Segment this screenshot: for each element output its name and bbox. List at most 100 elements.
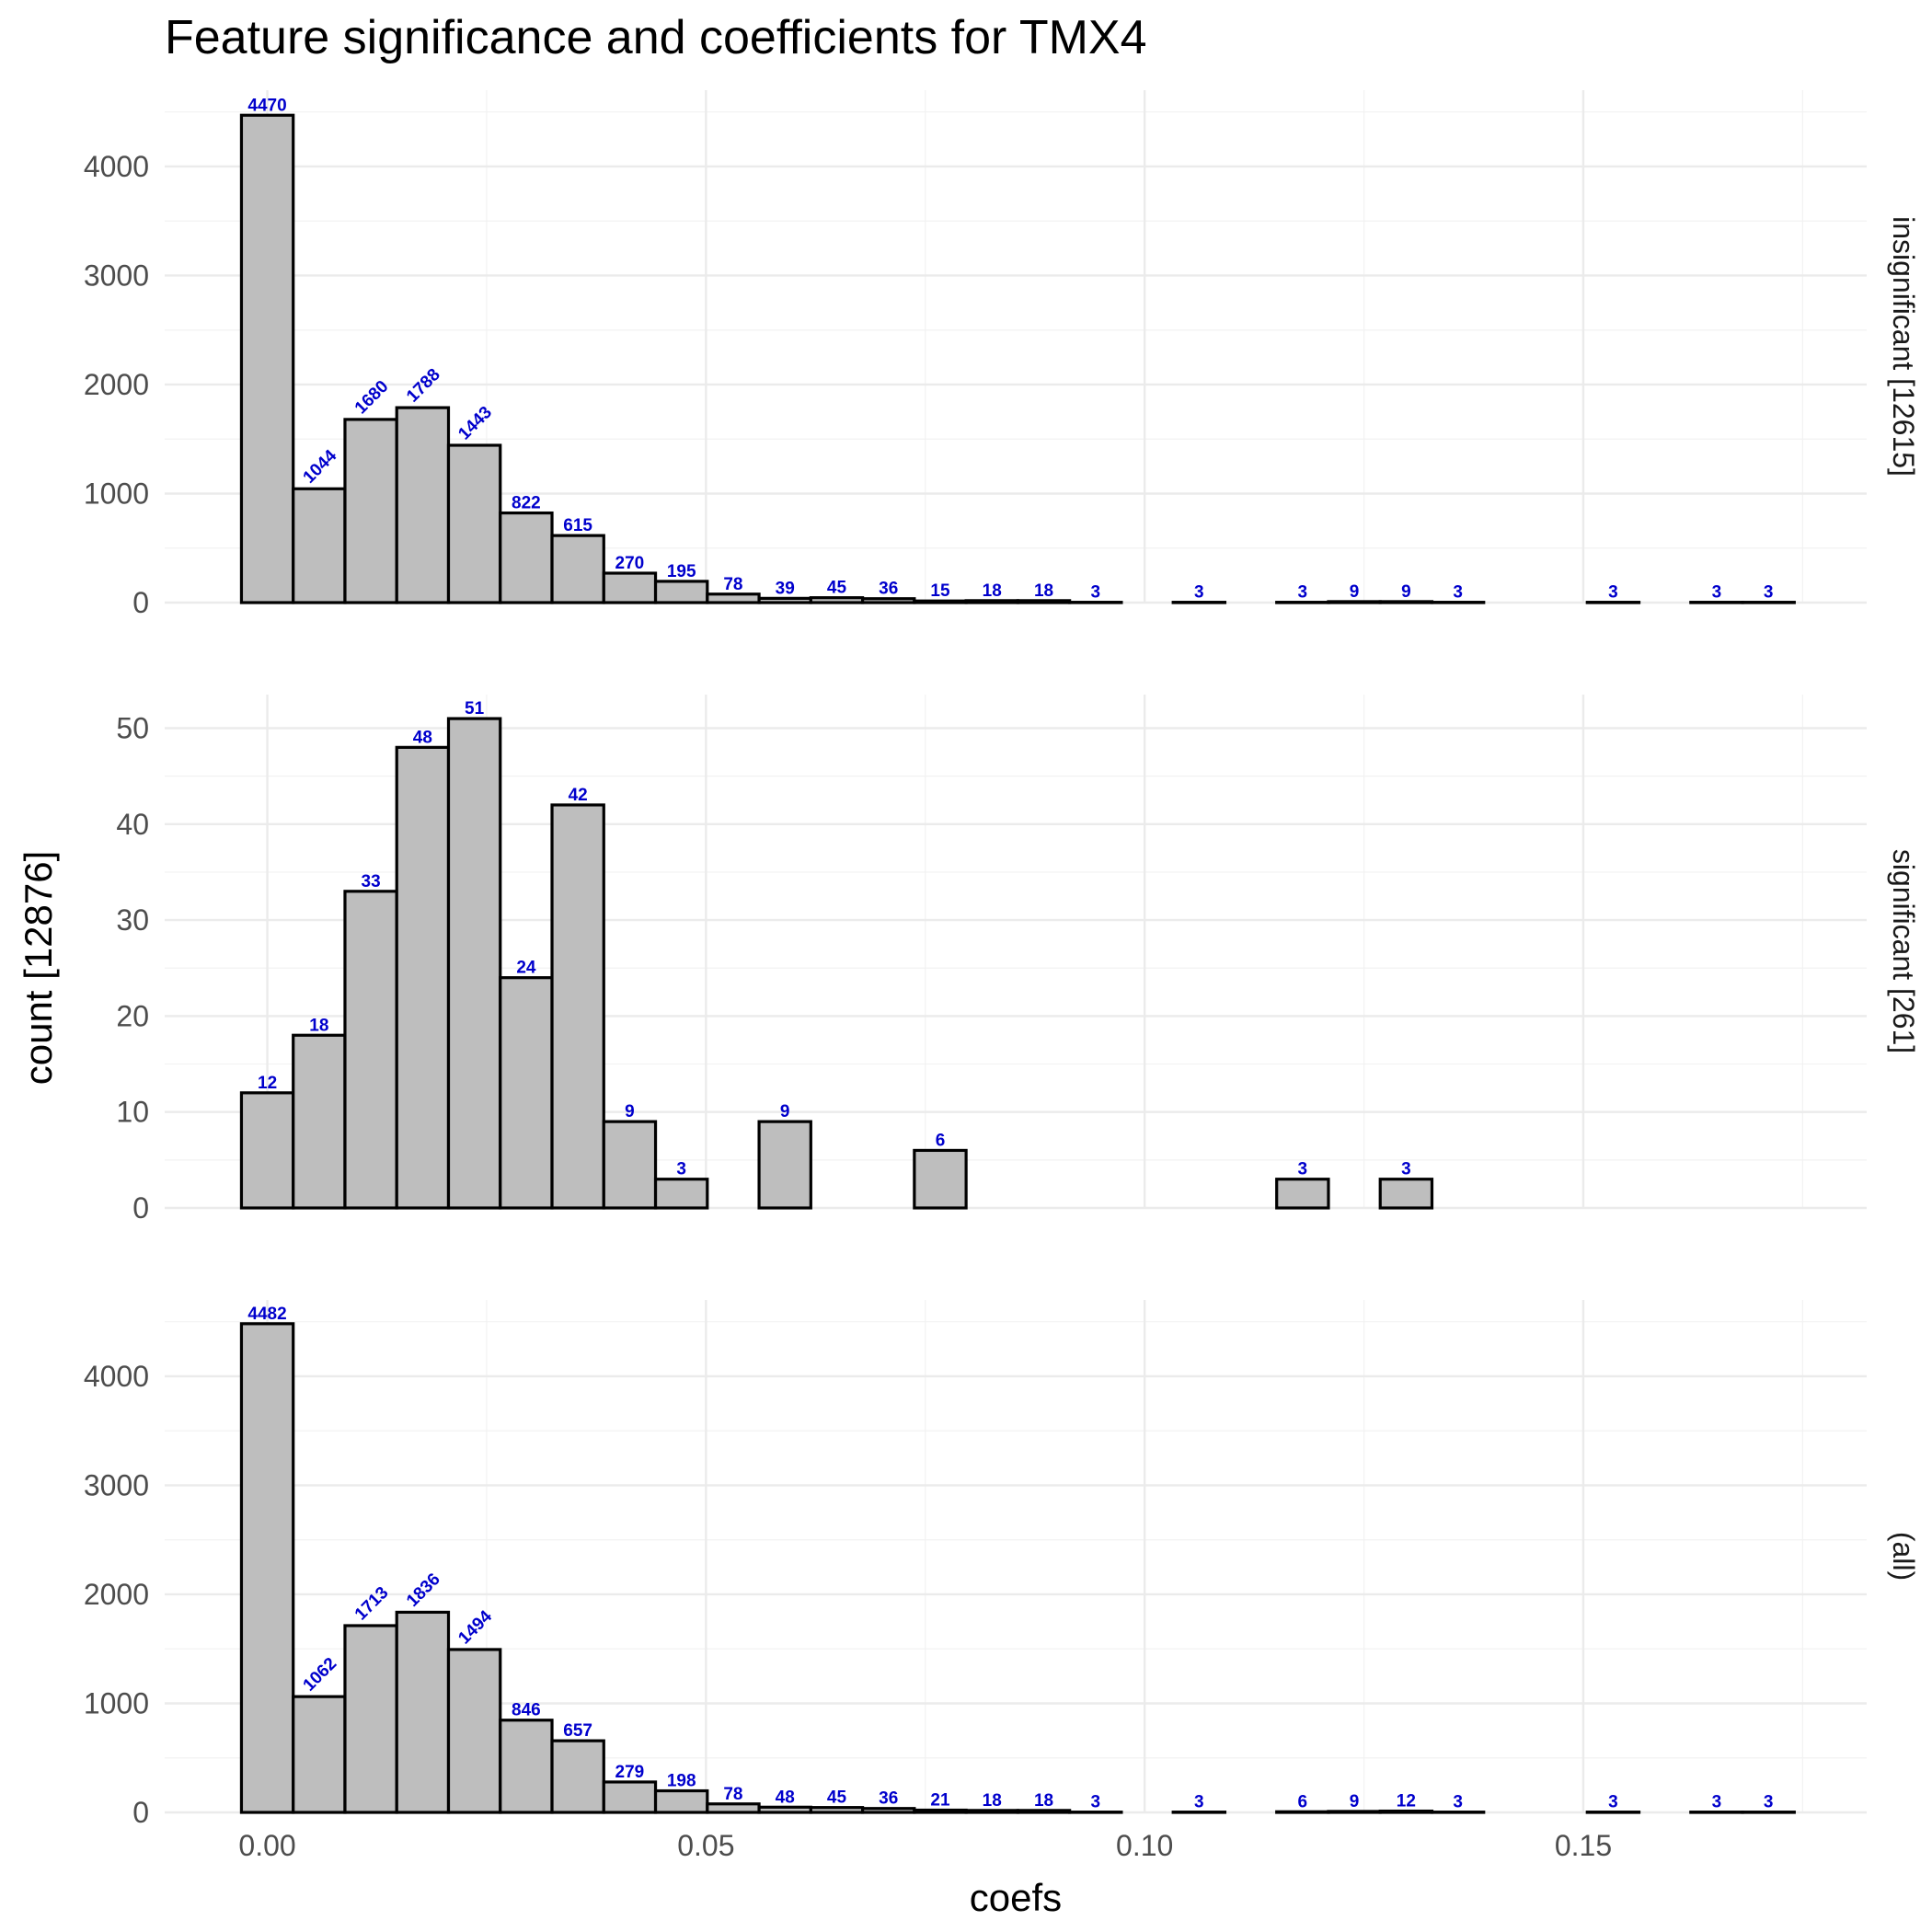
y-tick-label: 4000 bbox=[84, 150, 149, 183]
bar-count-label: 279 bbox=[615, 1763, 645, 1782]
facet-strip-label: insignificant [12615] bbox=[1887, 216, 1920, 477]
bar-count-label: 18 bbox=[1034, 1791, 1053, 1811]
histogram-bar bbox=[913, 599, 968, 604]
bar-count-label: 4470 bbox=[247, 96, 286, 115]
bar-count-label: 48 bbox=[776, 1788, 795, 1807]
histogram-bar bbox=[1275, 1810, 1330, 1814]
histogram-bar bbox=[395, 745, 451, 1210]
facet-strip-label: significant [261] bbox=[1887, 849, 1920, 1053]
bar-count-label: 3 bbox=[1453, 583, 1463, 603]
bar-count-label: 1788 bbox=[403, 365, 444, 407]
bar-count-label: 846 bbox=[512, 1701, 541, 1720]
bar-count-label: 3 bbox=[676, 1160, 686, 1179]
bar-count-label: 48 bbox=[413, 728, 432, 747]
bar-count-label: 3 bbox=[1401, 1160, 1411, 1179]
bar-count-label: 45 bbox=[827, 579, 847, 598]
bar-count-label: 1044 bbox=[300, 446, 341, 488]
bar-count-label: 39 bbox=[776, 579, 795, 598]
bar-count-label: 42 bbox=[569, 786, 588, 805]
bar-count-label: 9 bbox=[1350, 1792, 1360, 1811]
bar-count-label: 615 bbox=[563, 516, 592, 535]
y-tick-label: 20 bbox=[116, 999, 149, 1032]
histogram-bar bbox=[1016, 599, 1072, 604]
bar-count-label: 3 bbox=[1090, 583, 1100, 603]
bar-count-label: 657 bbox=[563, 1721, 592, 1741]
histogram-bar bbox=[1327, 600, 1382, 604]
x-tick-label: 0.15 bbox=[1555, 1829, 1612, 1862]
histogram-bar bbox=[706, 1802, 761, 1814]
x-tick-label: 0.05 bbox=[677, 1829, 734, 1862]
histogram-bar bbox=[550, 803, 605, 1210]
bar-count-label: 3 bbox=[1712, 1793, 1722, 1812]
bar-count-label: 36 bbox=[879, 1789, 898, 1809]
bar-count-label: 6 bbox=[1298, 1792, 1308, 1811]
bar-count-label: 18 bbox=[983, 581, 1002, 601]
bar-count-label: 18 bbox=[983, 1791, 1002, 1811]
bar-count-label: 9 bbox=[780, 1102, 790, 1121]
histogram-bar bbox=[499, 1719, 554, 1814]
histogram-bar bbox=[292, 1033, 347, 1210]
bar-count-label: 3 bbox=[1712, 583, 1722, 603]
bar-count-label: 78 bbox=[723, 1785, 742, 1804]
histogram-bar bbox=[757, 1805, 812, 1814]
bar-count-label: 6 bbox=[936, 1131, 946, 1150]
y-tick-label: 2000 bbox=[84, 368, 149, 401]
histogram-bar bbox=[395, 1610, 451, 1814]
bar-count-label: 12 bbox=[1397, 1792, 1416, 1811]
y-tick-label: 1000 bbox=[84, 1686, 149, 1719]
bar-count-label: 51 bbox=[465, 699, 485, 719]
bar-count-label: 3 bbox=[1764, 1793, 1774, 1812]
y-tick-label: 50 bbox=[116, 712, 149, 745]
bar-count-label: 78 bbox=[723, 575, 742, 594]
bar-count-label: 270 bbox=[615, 554, 645, 573]
bar-count-label: 195 bbox=[667, 562, 696, 581]
histogram-bar bbox=[499, 976, 554, 1210]
histogram-bar bbox=[1275, 1178, 1330, 1210]
histogram-bar bbox=[499, 511, 554, 604]
histogram-bar bbox=[653, 1788, 709, 1814]
histogram-bar bbox=[964, 1809, 1019, 1814]
bar-count-label: 198 bbox=[667, 1772, 696, 1791]
bar-count-label: 18 bbox=[309, 1016, 328, 1035]
bar-count-label: 9 bbox=[1350, 582, 1360, 602]
y-tick-label: 2000 bbox=[84, 1578, 149, 1611]
bar-count-label: 1443 bbox=[454, 403, 496, 444]
histogram-bar bbox=[1378, 600, 1434, 604]
bar-count-label: 1494 bbox=[454, 1606, 496, 1648]
y-axis-title: count [12876] bbox=[17, 851, 60, 1086]
histogram-bar bbox=[653, 1178, 709, 1210]
bar-count-label: 822 bbox=[512, 494, 541, 513]
histogram-bar bbox=[602, 1120, 658, 1210]
y-tick-label: 0 bbox=[132, 586, 149, 619]
histogram-bar bbox=[757, 596, 812, 604]
x-axis: 0.00 0.05 0.10 0.15 bbox=[238, 1829, 1612, 1862]
histogram-bar bbox=[706, 592, 761, 604]
bar-count-label: 3 bbox=[1298, 583, 1308, 603]
histogram-bar bbox=[239, 1091, 295, 1210]
histogram-bar bbox=[964, 599, 1019, 604]
bar-count-label: 3 bbox=[1608, 583, 1618, 603]
bar-count-label: 1836 bbox=[403, 1570, 444, 1611]
bar-count-label: 33 bbox=[362, 872, 381, 891]
bar-count-label: 3 bbox=[1764, 583, 1774, 603]
histogram-bar bbox=[602, 571, 658, 604]
bar-count-label: 1680 bbox=[351, 377, 393, 419]
histogram-bar bbox=[292, 1695, 347, 1814]
histogram-bar bbox=[757, 1120, 812, 1210]
bar-count-label: 24 bbox=[516, 959, 536, 978]
histogram-bar bbox=[1378, 1809, 1434, 1814]
histogram-bar bbox=[1016, 1809, 1072, 1814]
histogram-bar bbox=[446, 717, 502, 1210]
histogram-bar bbox=[550, 1739, 605, 1814]
histogram-bar bbox=[446, 1648, 502, 1814]
histogram-bar bbox=[860, 597, 916, 604]
y-tick-label: 40 bbox=[116, 808, 149, 841]
bar-count-label: 3 bbox=[1298, 1160, 1308, 1179]
y-tick-label: 0 bbox=[132, 1191, 149, 1225]
bar-count-label: 1062 bbox=[300, 1654, 341, 1696]
histogram-bar bbox=[343, 890, 398, 1210]
